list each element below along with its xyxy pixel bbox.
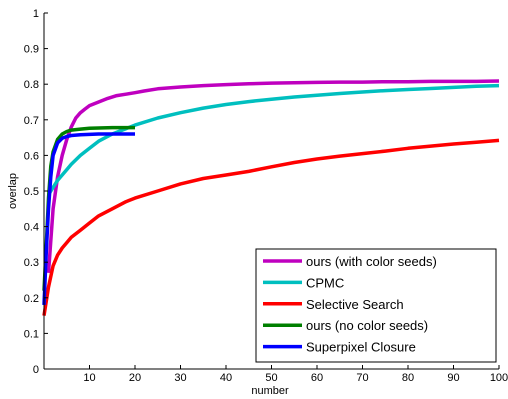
y-tick-label: 0.7: [24, 115, 39, 127]
series-line-3: [42, 138, 500, 316]
x-tick-label: 100: [490, 372, 508, 384]
legend-label: Selective Search: [306, 297, 404, 312]
legend-label: CPMC: [306, 275, 344, 290]
legend-label: ours (with color seeds): [306, 254, 437, 269]
y-axis-title: overlap: [7, 173, 19, 209]
series-layer: [42, 79, 500, 316]
y-tick-label: 0.5: [24, 186, 39, 198]
y-tick-label: 0.2: [24, 293, 39, 305]
series-line-1: [46, 79, 500, 274]
legend-label: Superpixel Closure: [306, 340, 416, 355]
x-tick-label: 40: [220, 372, 232, 384]
x-tick-label: 70: [356, 372, 368, 384]
series-line-5: [42, 132, 135, 305]
x-tick-label: 20: [129, 372, 141, 384]
y-tick-label: 0.6: [24, 150, 39, 162]
y-tick-label: 0.8: [24, 79, 39, 91]
y-tick-label: 0.3: [24, 257, 39, 269]
legend-label: ours (no color seeds): [306, 318, 428, 333]
legend: ours (with color seeds) CPMC Selective Sea…: [255, 248, 497, 363]
y-tick-label: 0.4: [24, 222, 39, 234]
x-tick-label: 80: [402, 372, 414, 384]
y-tick-label: 0.1: [24, 328, 39, 340]
y-tick-label: 0: [33, 364, 39, 376]
x-tick-label: 50: [265, 372, 277, 384]
x-tick-label: 30: [174, 372, 186, 384]
x-tick-label: 10: [83, 372, 95, 384]
axes-layer: 0 0.1 0.2 0.3 0.4 0.5 0.6 0.7 0.8 0.9 1 10 20 30 40 50 6…: [24, 8, 508, 384]
y-tick-label: 0.9: [24, 44, 39, 56]
series-line-2: [47, 83, 500, 196]
x-axis-title: number: [251, 385, 289, 397]
y-tick-label: 1: [33, 8, 39, 20]
x-tick-label: 60: [311, 372, 323, 384]
x-tick-label: 90: [447, 372, 459, 384]
